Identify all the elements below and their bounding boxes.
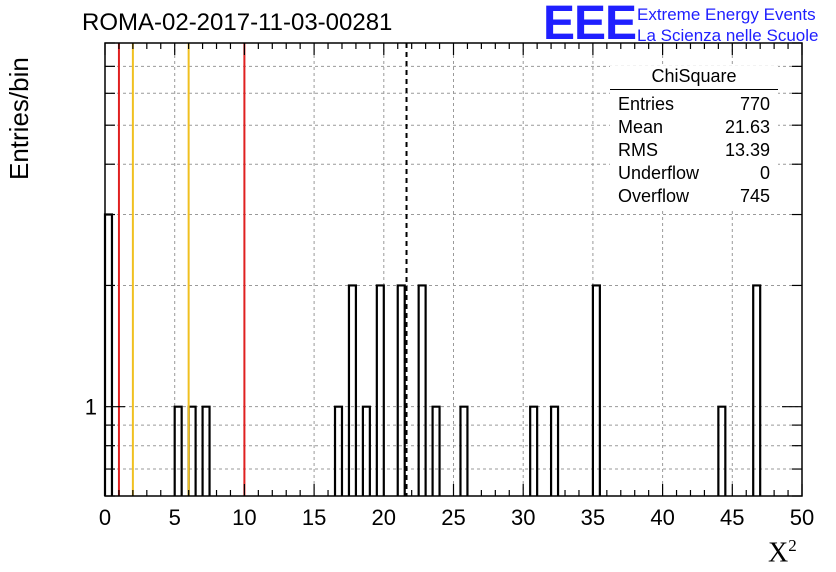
x-tick-label: 5 bbox=[169, 505, 181, 530]
histogram-bin bbox=[417, 284, 427, 496]
stats-label: Mean bbox=[618, 117, 664, 137]
histogram-bin bbox=[529, 405, 539, 496]
histogram-bin bbox=[375, 284, 385, 496]
stats-box: ChiSquare Entries 770 Mean 21.63 RMS 13.39 … bbox=[610, 66, 778, 208]
logo-line-1: Extreme Energy Events bbox=[637, 5, 816, 24]
stats-label: Overflow bbox=[618, 186, 690, 206]
x-tick-label: 0 bbox=[99, 505, 111, 530]
logo-line-2: La Scienza nelle Scuole bbox=[637, 26, 819, 45]
stats-row-mean: Mean 21.63 bbox=[610, 116, 778, 139]
x-axis-label: X2 bbox=[768, 536, 797, 569]
x-axis-label-base: X bbox=[768, 537, 789, 569]
x-tick-label: 20 bbox=[372, 505, 396, 530]
histogram-bars bbox=[103, 213, 762, 496]
x-tick-label: 15 bbox=[302, 505, 326, 530]
histogram-bin bbox=[591, 284, 601, 496]
y-axis-label: Entries/bin bbox=[4, 57, 34, 180]
threshold-lines bbox=[117, 43, 408, 496]
x-tick-label: 40 bbox=[650, 505, 674, 530]
stats-row-underflow: Underflow 0 bbox=[610, 162, 778, 185]
chart-title: ROMA-02-2017-11-03-00281 bbox=[82, 9, 393, 36]
y-tick-label: 1 bbox=[85, 395, 97, 420]
histogram-bin bbox=[717, 405, 727, 496]
histogram-bin bbox=[549, 405, 560, 496]
histogram-bin bbox=[431, 405, 441, 496]
histogram-bin bbox=[103, 213, 114, 496]
eee-logo: EEE bbox=[543, 0, 637, 50]
x-tick-label: 35 bbox=[581, 505, 605, 530]
x-tick-label: 30 bbox=[511, 505, 535, 530]
x-tick-label: 50 bbox=[790, 505, 814, 530]
x-axis-label-superscript: 2 bbox=[788, 536, 797, 555]
stats-row-rms: RMS 13.39 bbox=[610, 139, 778, 162]
x-tick-label: 25 bbox=[441, 505, 465, 530]
stats-title: ChiSquare bbox=[610, 66, 778, 90]
stats-row-entries: Entries 770 bbox=[610, 93, 778, 116]
stats-value: 745 bbox=[739, 186, 770, 206]
axis-ticks: 0 5 10 15 20 25 30 35 40 45 50 1 bbox=[85, 42, 814, 530]
histogram-bin bbox=[333, 405, 344, 496]
stats-label: RMS bbox=[618, 140, 658, 160]
stats-value: 0 bbox=[759, 163, 770, 183]
histogram-bin bbox=[201, 405, 211, 496]
histogram-bin bbox=[347, 284, 358, 496]
stats-value: 21.63 bbox=[724, 117, 770, 137]
stats-value: 13.39 bbox=[724, 140, 770, 160]
histogram-bin bbox=[459, 405, 469, 496]
histogram-bin bbox=[187, 405, 197, 496]
histogram-bin bbox=[361, 405, 371, 496]
stats-value: 770 bbox=[739, 94, 770, 114]
x-tick-label: 10 bbox=[232, 505, 256, 530]
logo-text: Extreme Energy Events La Scienza nelle S… bbox=[637, 4, 818, 46]
grid-lines bbox=[105, 43, 802, 496]
histogram-bin bbox=[752, 284, 762, 496]
histogram-bin bbox=[173, 405, 183, 496]
stats-row-overflow: Overflow 745 bbox=[610, 185, 778, 208]
stats-label: Entries bbox=[618, 94, 675, 114]
stats-label: Underflow bbox=[618, 163, 700, 183]
histogram-bin bbox=[396, 284, 406, 496]
x-tick-label: 45 bbox=[720, 505, 744, 530]
